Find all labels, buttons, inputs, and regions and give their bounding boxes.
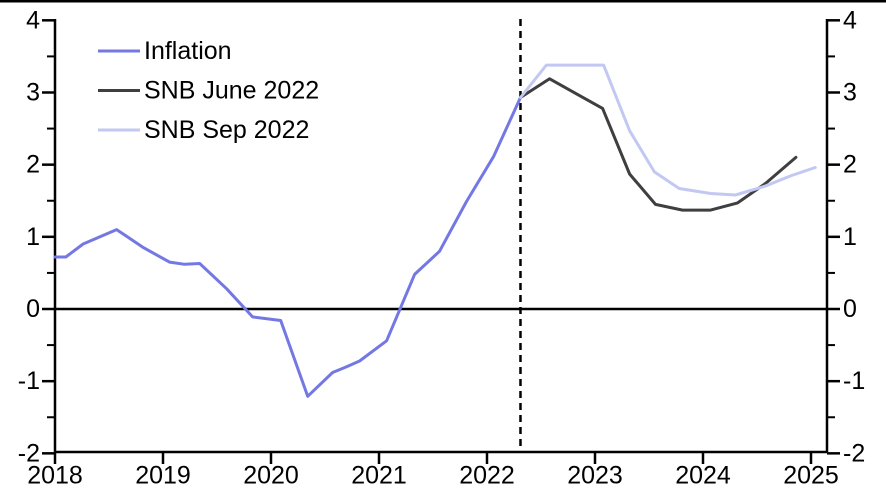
x-tick-label: 2021	[351, 462, 407, 490]
y-tick-label-left: -2	[18, 439, 40, 467]
series-line-snb-sep-2022	[519, 63, 817, 197]
series-line-inflation	[53, 96, 522, 398]
y-tick-label-right: 2	[843, 151, 857, 179]
x-tick-label: 2022	[459, 462, 515, 490]
y-tick-label-left: 1	[26, 223, 40, 251]
legend-label-snb-june-2022: SNB June 2022	[144, 77, 319, 105]
y-tick-label-right: 1	[843, 223, 857, 251]
y-tick-label-right: 4	[843, 6, 857, 34]
axes	[42, 19, 840, 464]
y-tick-label-right: 3	[843, 78, 857, 106]
y-tick-label-left: 0	[26, 295, 40, 323]
series-line-snb-june-2022	[519, 77, 798, 212]
y-tick-label-left: 4	[26, 6, 40, 34]
y-tick-label-right: -1	[843, 367, 865, 395]
x-tick-label: 2025	[783, 462, 839, 490]
y-tick-label-left: 3	[26, 78, 40, 106]
top-border-rule	[0, 0, 886, 3]
legend	[98, 49, 140, 132]
x-tick-label: 2024	[675, 462, 731, 490]
y-tick-label-right: -2	[843, 439, 865, 467]
legend-label-snb-sep-2022: SNB Sep 2022	[144, 116, 309, 144]
x-tick-label: 2020	[243, 462, 299, 490]
x-tick-label: 2018	[27, 462, 83, 490]
y-tick-label-left: 2	[26, 151, 40, 179]
y-tick-label-right: 0	[843, 295, 857, 323]
x-tick-label: 2019	[135, 462, 191, 490]
legend-label-inflation: Inflation	[144, 37, 232, 65]
y-tick-label-left: -1	[18, 367, 40, 395]
x-tick-label: 2023	[567, 462, 623, 490]
